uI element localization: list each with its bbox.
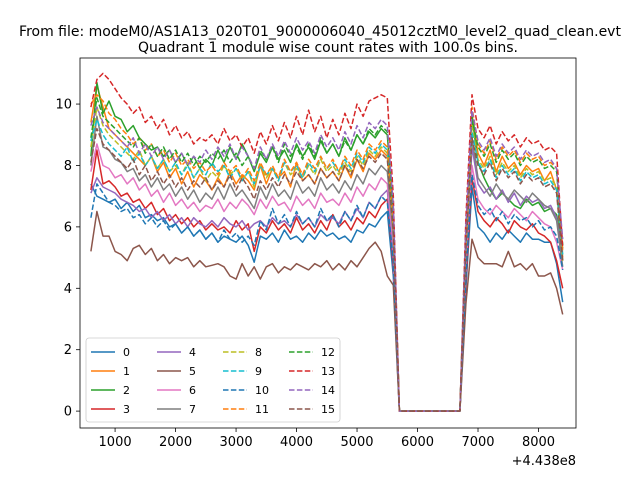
legend-label-10: 10 xyxy=(255,384,269,397)
series-line-4 xyxy=(90,146,564,412)
y-tick-label: 2 xyxy=(64,343,72,358)
x-tick-label: 5000 xyxy=(340,435,373,450)
legend-label-13: 13 xyxy=(321,365,335,378)
legend-label-15: 15 xyxy=(321,403,335,416)
x-tick-label: 4000 xyxy=(280,435,313,450)
legend-label-6: 6 xyxy=(189,384,196,397)
series-line-15 xyxy=(90,127,564,412)
x-tick-label: 6000 xyxy=(401,435,434,450)
x-axis-offset-label: +4.438e8 xyxy=(512,454,576,469)
legend-label-9: 9 xyxy=(255,365,262,378)
legend-label-4: 4 xyxy=(189,346,196,359)
legend-label-7: 7 xyxy=(189,403,196,416)
y-axis: 0 2 4 6 8 10 xyxy=(55,98,80,420)
x-tick-label: 2000 xyxy=(159,435,192,450)
series-lines xyxy=(90,72,564,412)
chart-title: Quadrant 1 module wise count rates with … xyxy=(138,40,518,56)
y-tick-label: 4 xyxy=(64,282,72,297)
y-tick-label: 6 xyxy=(64,220,72,235)
legend-label-8: 8 xyxy=(255,346,262,359)
y-tick-label: 8 xyxy=(64,159,72,174)
series-line-14 xyxy=(90,106,564,412)
series-line-7 xyxy=(90,115,564,412)
legend-label-12: 12 xyxy=(321,346,335,359)
series-line-10 xyxy=(90,173,564,412)
legend-box xyxy=(85,337,341,423)
x-tick-label: 7000 xyxy=(461,435,494,450)
series-line-13 xyxy=(90,72,564,412)
x-tick-label: 3000 xyxy=(220,435,253,450)
legend-label-3: 3 xyxy=(123,403,130,416)
series-line-5 xyxy=(90,210,564,412)
legend-label-2: 2 xyxy=(123,384,130,397)
figure-suptitle: From file: modeM0/AS1A13_020T01_90000060… xyxy=(19,24,621,40)
legend-label-1: 1 xyxy=(123,365,130,378)
series-line-0 xyxy=(90,183,564,412)
series-line-12 xyxy=(90,97,564,412)
legend-label-11: 11 xyxy=(255,403,269,416)
series-line-6 xyxy=(90,143,564,412)
plot-frame xyxy=(79,57,577,429)
x-axis: 1000 2000 3000 4000 5000 6000 7000 8000 xyxy=(99,428,555,450)
series-line-11 xyxy=(90,94,564,412)
legend-label-14: 14 xyxy=(321,384,335,397)
y-tick-label: 0 xyxy=(64,405,72,420)
x-tick-label: 1000 xyxy=(99,435,132,450)
legend-label-0: 0 xyxy=(123,346,130,359)
series-line-9 xyxy=(90,118,564,412)
x-tick-label: 8000 xyxy=(522,435,555,450)
y-tick-label: 10 xyxy=(55,98,72,113)
series-line-3 xyxy=(90,149,564,412)
legend-label-5: 5 xyxy=(189,365,196,378)
